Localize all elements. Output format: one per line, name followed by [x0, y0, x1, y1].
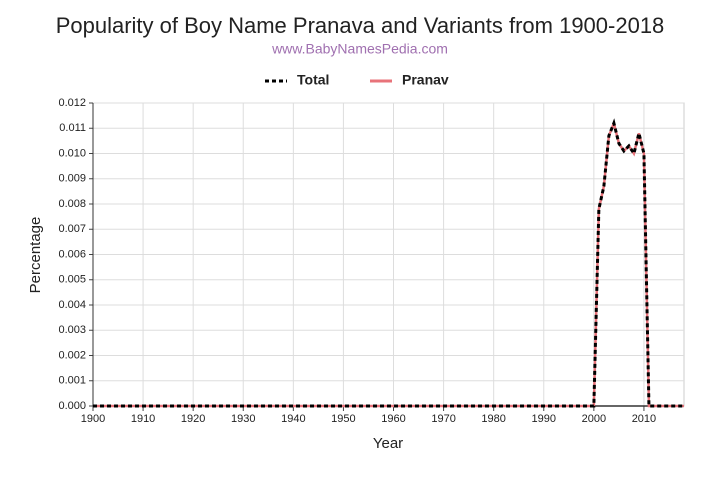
series-line	[93, 118, 684, 408]
y-tick-label: 0.010	[58, 147, 86, 159]
chart-subtitle: www.BabyNamesPedia.com	[271, 41, 448, 57]
y-tick-label: 0.009	[58, 173, 86, 185]
y-tick-label: 0.002	[58, 349, 86, 361]
y-tick-label: 0.007	[58, 223, 86, 235]
x-tick-label: 1900	[81, 413, 105, 425]
y-tick-label: 0.008	[58, 198, 86, 210]
x-tick-label: 1970	[431, 413, 455, 425]
legend-label: Pranav	[402, 72, 449, 88]
legend-label: Total	[297, 72, 329, 88]
y-tick-label: 0.000	[58, 400, 86, 412]
x-axis-label: Year	[373, 435, 403, 452]
x-tick-label: 1940	[281, 413, 305, 425]
y-tick-label: 0.011	[59, 122, 86, 134]
x-tick-label: 2000	[582, 413, 606, 425]
y-tick-label: 0.006	[58, 248, 86, 260]
x-tick-label: 1930	[231, 413, 255, 425]
y-tick-label: 0.003	[58, 324, 86, 336]
chart-title: Popularity of Boy Name Pranava and Varia…	[56, 13, 665, 38]
x-tick-label: 1920	[181, 413, 205, 425]
x-tick-label: 1910	[131, 413, 155, 425]
y-tick-label: 0.004	[58, 299, 86, 311]
x-tick-label: 1950	[331, 413, 355, 425]
y-tick-label: 0.005	[58, 274, 86, 286]
y-axis-label: Percentage	[27, 217, 44, 294]
y-tick-label: 0.001	[58, 375, 86, 387]
x-tick-label: 2010	[632, 413, 656, 425]
x-tick-label: 1980	[481, 413, 505, 425]
x-tick-label: 1990	[532, 413, 556, 425]
x-tick-label: 1960	[381, 413, 405, 425]
y-tick-label: 0.012	[58, 97, 86, 109]
